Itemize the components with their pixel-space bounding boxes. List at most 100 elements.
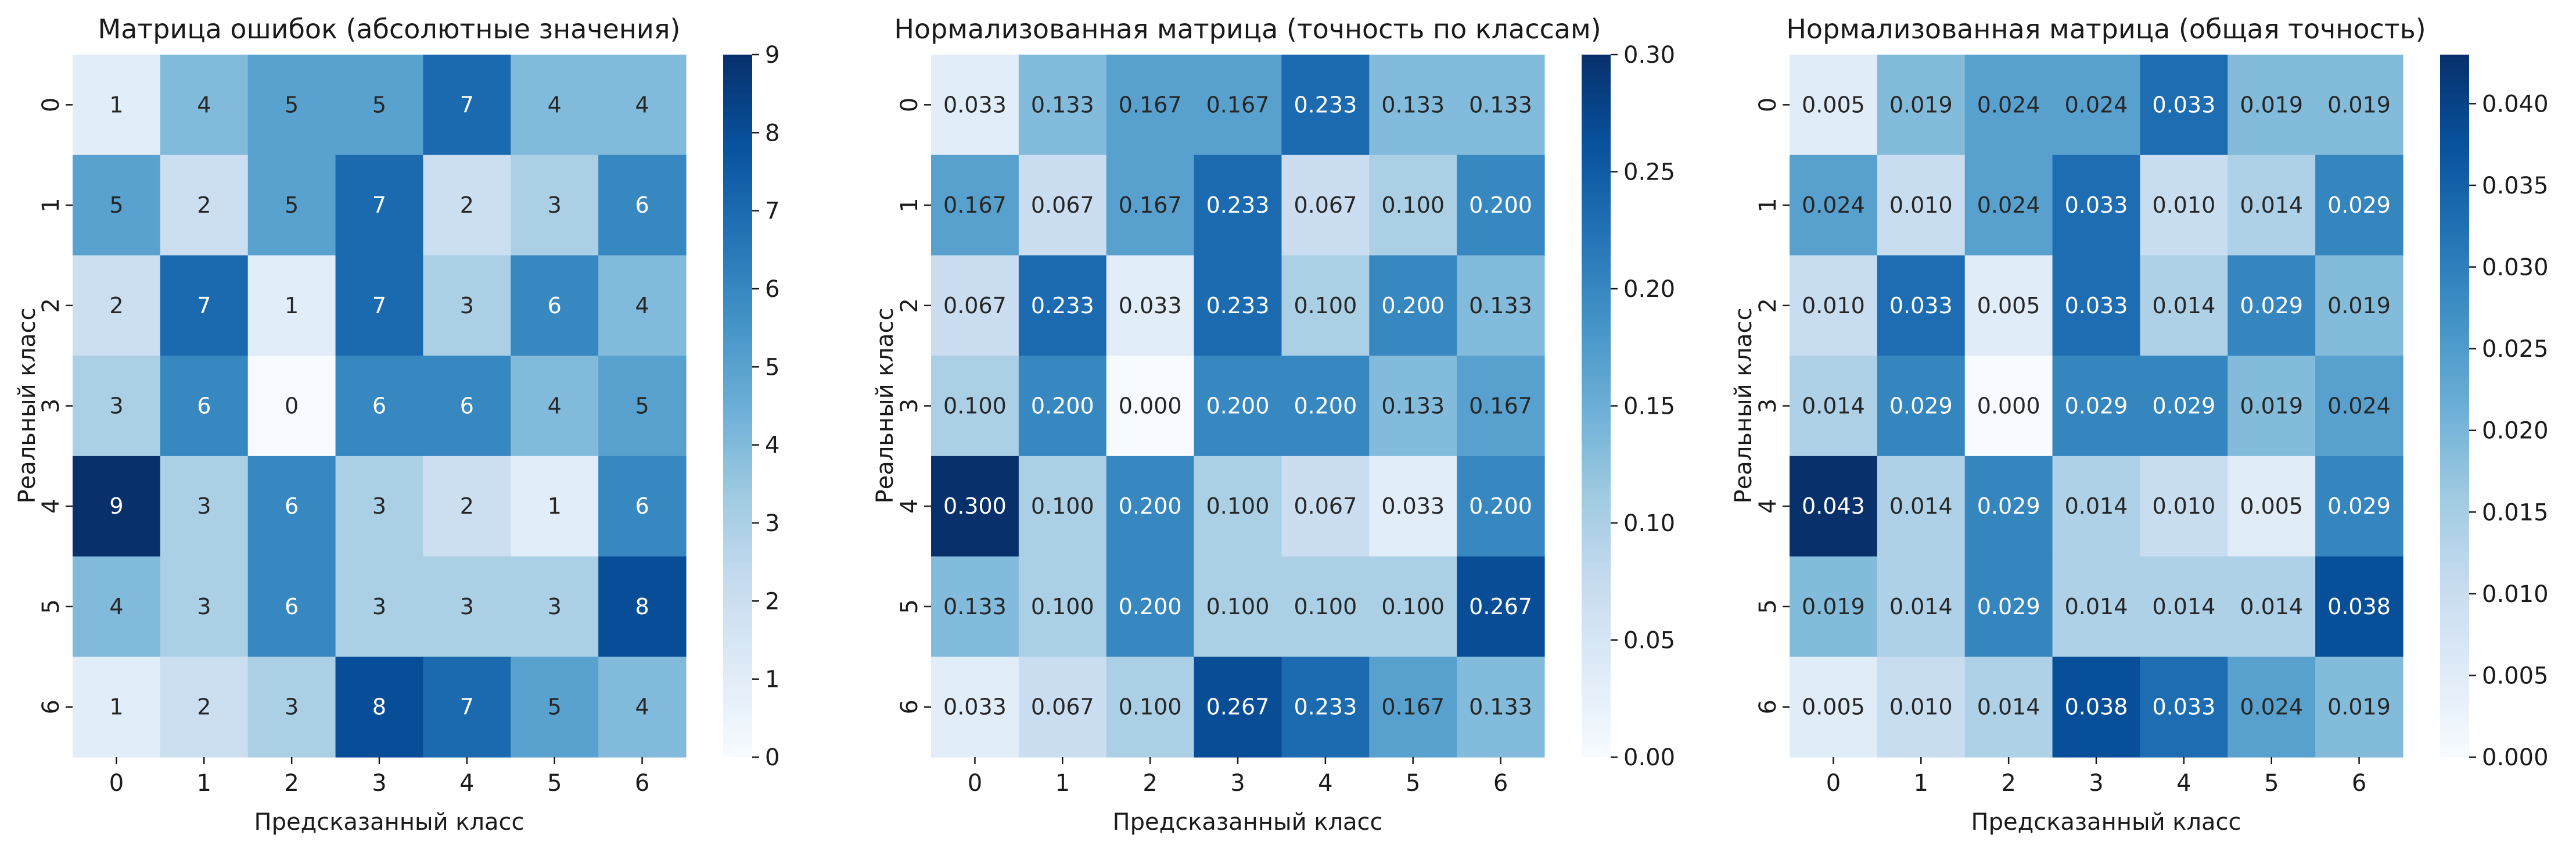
cell-value-label: 0.005 — [1802, 694, 1865, 720]
heatmap-cell — [598, 255, 687, 356]
colorbar-tick-label: 0.030 — [2482, 255, 2549, 281]
cell-value-label: 7 — [372, 192, 386, 218]
heatmap-cell — [1281, 155, 1370, 256]
heatmap-cell — [2315, 657, 2403, 758]
colorbar-tick-label: 0.035 — [2482, 173, 2549, 199]
heatmap-cell — [247, 657, 336, 758]
cell-value-label: 0.019 — [1889, 92, 1953, 117]
cell-value-label: 0.167 — [1119, 92, 1182, 117]
cell-value-label: 2 — [109, 293, 123, 318]
heatmap-cell — [931, 556, 1019, 657]
cell-value-label: 0.029 — [1889, 393, 1953, 419]
cell-value-label: 0.029 — [2065, 393, 2128, 419]
x-tick-label: 5 — [2264, 770, 2279, 797]
y-tick-labels: 0 1 2 3 4 5 6 — [1755, 98, 1790, 714]
x-tick-label: 4 — [459, 770, 474, 797]
heatmap-cell — [1877, 356, 1966, 457]
heatmap-cell — [1457, 155, 1545, 256]
heatmap-cell — [335, 556, 424, 657]
heatmap-cell — [2315, 456, 2403, 557]
cell-value-label: 2 — [460, 192, 474, 218]
heatmap-cell — [1281, 255, 1370, 356]
heatmap-cell — [1790, 657, 1878, 758]
y-tick-label: 4 — [1755, 499, 1781, 513]
colorbar-tick-label: 1 — [765, 666, 779, 693]
cell-value-label: 4 — [197, 92, 211, 117]
cell-value-label: 0.033 — [1381, 493, 1445, 519]
cell-value-label: 0.100 — [1381, 192, 1445, 218]
colorbar-tick-label: 0.005 — [2482, 662, 2549, 689]
cell-value-label: 0.033 — [1119, 293, 1182, 318]
cell-value-label: 0.010 — [2152, 192, 2215, 218]
heatmap-cell — [160, 356, 249, 457]
heatmap-cell — [1018, 356, 1107, 457]
x-tick-labels: 0 1 2 3 4 5 6 — [1826, 757, 2366, 797]
colorbar-tick-label: 0.000 — [2482, 744, 2549, 771]
heatmap-cell — [1018, 55, 1107, 156]
x-tick-label: 4 — [2176, 770, 2191, 797]
x-tick-label: 0 — [968, 770, 982, 797]
x-tick-label: 6 — [2352, 770, 2366, 797]
heatmap-cell — [2315, 255, 2403, 356]
cell-value-label: 1 — [109, 92, 123, 117]
heatmap-cell — [335, 657, 424, 758]
cell-value-label: 0.067 — [943, 293, 1007, 318]
heatmap-cell — [931, 55, 1019, 156]
cell-value-label: 3 — [460, 594, 474, 619]
cell-value-label: 0.000 — [1977, 393, 2040, 419]
colorbar-tick-label: 9 — [765, 42, 779, 69]
cell-value-label: 0.133 — [1031, 92, 1094, 117]
heatmap-cells: 0.005 0.019 0.024 0.024 0.033 0.019 0.019 0.024… — [1790, 55, 2403, 758]
cell-value-label: 0.067 — [1294, 493, 1357, 519]
cell-value-label: 4 — [548, 92, 562, 117]
x-tick-label: 5 — [547, 770, 562, 797]
heatmap-cell — [511, 556, 599, 657]
heatmap-cell — [1964, 456, 2053, 557]
heatmap-cell — [73, 255, 161, 356]
cell-value-label: 1 — [285, 293, 299, 318]
cell-value-label: 0.200 — [1469, 493, 1532, 519]
heatmap-cell — [1369, 356, 1457, 457]
heatmap-cell — [160, 255, 249, 356]
heatmap-cell — [1106, 55, 1195, 156]
heatmap-cell — [1281, 657, 1370, 758]
x-tick-label: 6 — [635, 770, 649, 797]
heatmap-cell — [1369, 55, 1457, 156]
cell-value-label: 0.024 — [1977, 92, 2040, 117]
cell-value-label: 0.233 — [1206, 293, 1270, 318]
heatmap-cell — [1964, 155, 2053, 256]
cell-value-label: 0.133 — [1469, 92, 1532, 117]
heatmap-cell — [2140, 657, 2228, 758]
y-tick-label: 6 — [896, 700, 923, 714]
heatmap-cell — [1106, 255, 1195, 356]
heatmap-cell — [1194, 456, 1282, 557]
cell-value-label: 0.019 — [2327, 92, 2391, 117]
heatmap-cell — [423, 255, 511, 356]
y-tick-label: 4 — [38, 499, 64, 513]
cell-value-label: 0.033 — [2065, 192, 2128, 218]
heatmap-cell — [2052, 55, 2141, 156]
cell-value-label: 1 — [548, 493, 562, 519]
y-axis-label: Реальный класс — [1730, 307, 1757, 503]
heatmap-cell — [1281, 356, 1370, 457]
cell-value-label: 0.019 — [2240, 92, 2303, 117]
cell-value-label: 0.010 — [1889, 192, 1953, 218]
cell-value-label: 0.067 — [1031, 192, 1094, 218]
heatmap-cell — [1790, 556, 1878, 657]
colorbar-tick-label: 0.020 — [2482, 418, 2549, 445]
heatmap-cell — [1964, 55, 2053, 156]
heatmap-cell — [1106, 556, 1195, 657]
heatmap-cell — [1457, 456, 1545, 557]
y-tick-label: 6 — [38, 700, 64, 714]
cell-value-label: 5 — [285, 92, 299, 117]
cell-value-label: 0.167 — [1469, 393, 1532, 419]
y-axis-label: Реальный класс — [14, 307, 41, 503]
x-axis-label: Предсказанный класс — [1113, 809, 1383, 836]
cell-value-label: 0 — [285, 393, 299, 419]
heatmap-cell — [1369, 657, 1457, 758]
cell-value-label: 0.029 — [2327, 493, 2391, 519]
cell-value-label: 0.267 — [1206, 694, 1270, 720]
y-axis-label: Реальный класс — [872, 307, 899, 503]
cell-value-label: 3 — [372, 493, 386, 519]
cell-value-label: 0.005 — [2240, 493, 2303, 519]
